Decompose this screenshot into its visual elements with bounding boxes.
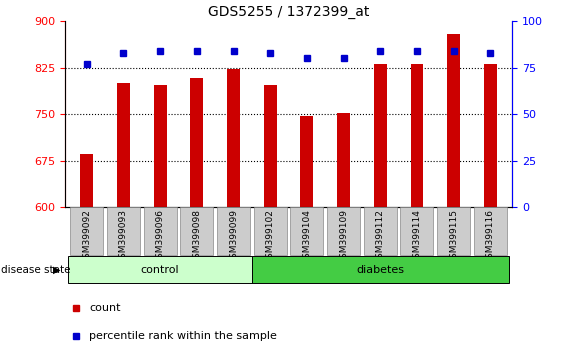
Bar [252,256,508,284]
FancyBboxPatch shape [291,207,323,255]
Bar [410,64,423,207]
Text: control: control [141,265,180,275]
Text: count: count [90,303,121,313]
Text: GSM399092: GSM399092 [82,210,91,264]
FancyBboxPatch shape [180,207,213,255]
Bar [484,64,497,207]
Text: diabetes: diabetes [356,265,404,275]
Text: GSM399115: GSM399115 [449,210,458,264]
Text: disease state: disease state [1,265,70,275]
Text: percentile rank within the sample: percentile rank within the sample [90,331,277,341]
Bar [154,85,167,207]
FancyBboxPatch shape [254,207,287,255]
Bar [337,113,350,207]
Bar [301,116,313,207]
FancyBboxPatch shape [364,207,397,255]
Text: GSM399109: GSM399109 [339,210,348,264]
Bar [190,78,203,207]
FancyBboxPatch shape [217,207,250,255]
Text: GSM399112: GSM399112 [376,210,385,264]
Bar [81,154,93,207]
Text: GSM399096: GSM399096 [155,210,164,264]
Text: GSM399099: GSM399099 [229,210,238,264]
Text: GSM399098: GSM399098 [193,210,202,264]
FancyBboxPatch shape [70,207,103,255]
FancyBboxPatch shape [437,207,470,255]
Bar [447,34,460,207]
Bar [264,85,276,207]
Bar [117,83,130,207]
FancyBboxPatch shape [107,207,140,255]
Text: ▶: ▶ [53,265,61,275]
Text: GSM399116: GSM399116 [486,210,495,264]
Bar [227,69,240,207]
Text: GSM399102: GSM399102 [266,210,275,264]
FancyBboxPatch shape [474,207,507,255]
FancyBboxPatch shape [400,207,434,255]
Text: GSM399093: GSM399093 [119,210,128,264]
FancyBboxPatch shape [144,207,177,255]
Text: GSM399104: GSM399104 [302,210,311,264]
Bar [69,256,252,284]
Bar [374,64,387,207]
Text: GSM399114: GSM399114 [413,210,422,264]
FancyBboxPatch shape [327,207,360,255]
Title: GDS5255 / 1372399_at: GDS5255 / 1372399_at [208,5,369,19]
